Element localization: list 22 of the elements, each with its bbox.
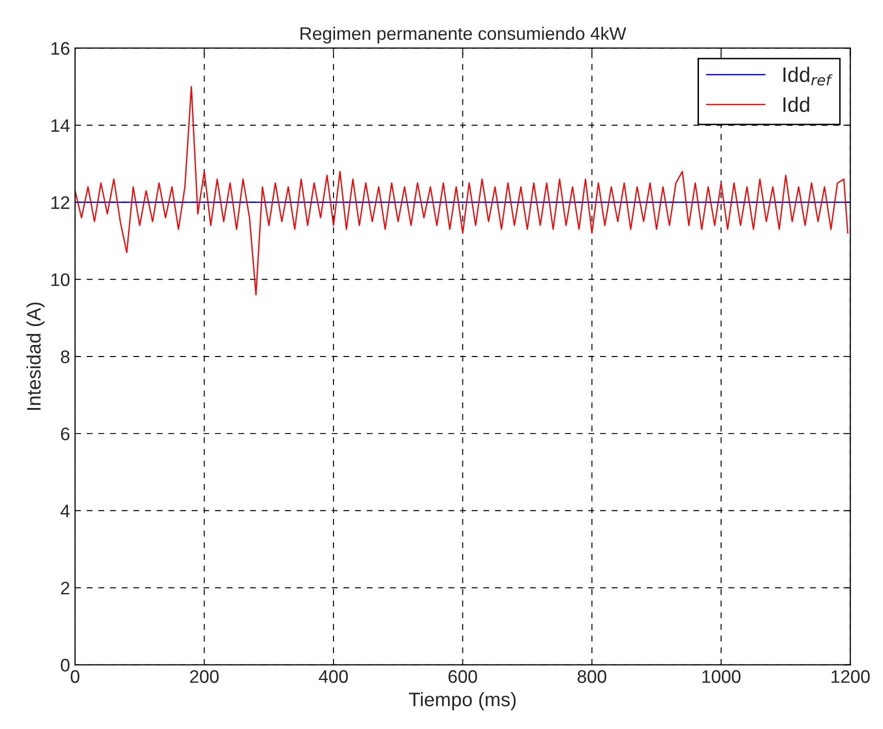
y-tick-label: 6 [61, 428, 70, 440]
legend-label: Idd [784, 96, 810, 112]
x-tick-label: 800 [578, 670, 606, 683]
y-tick-label: 12 [51, 196, 70, 209]
y-tick-label: 0 [60, 658, 70, 672]
x-axis-title: Tiempo (ms) [408, 692, 516, 710]
x-tick-label: 600 [448, 670, 478, 683]
x-tick-label: 1000 [702, 670, 740, 683]
x-tick-label: 200 [190, 670, 219, 683]
x-tick-label: 0 [70, 670, 80, 683]
x-tick-label: 1200 [832, 670, 870, 683]
legend-label: Idd$_{ref}$ [784, 66, 833, 86]
y-tick-label: 2 [61, 582, 70, 594]
line-series [75, 86, 848, 296]
x-tick-label: 400 [318, 670, 348, 683]
y-tick-label: 4 [60, 504, 70, 518]
y-tick-label: 14 [51, 119, 70, 132]
y-tick-label: 10 [51, 273, 70, 286]
chart-title: Regimen permanente consumiendo 4kW [300, 26, 626, 44]
y-tick-label: 16 [51, 42, 70, 55]
y-tick-label: 8 [60, 350, 70, 364]
y-axis-title: Intesidad (A) [26, 302, 45, 410]
